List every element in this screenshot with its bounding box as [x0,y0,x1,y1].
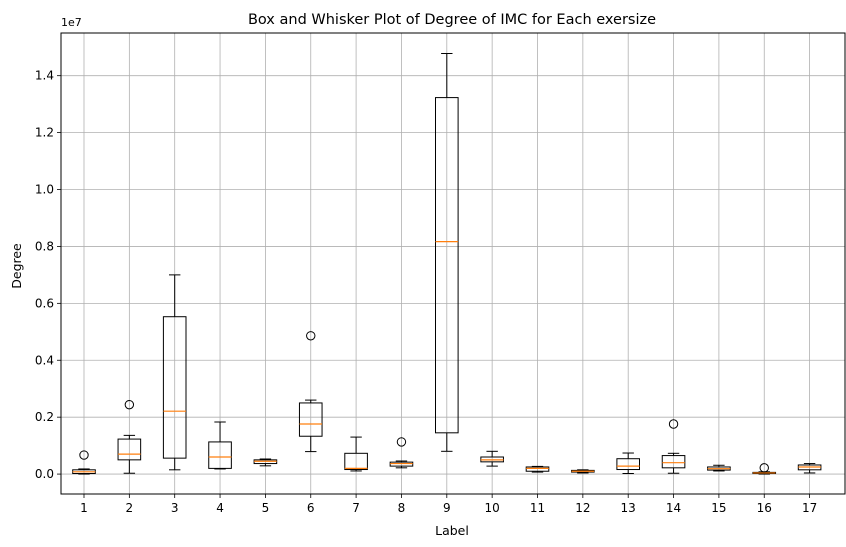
boxes-layer [72,52,822,475]
box-group [208,421,232,470]
x-tick-label: 2 [126,501,134,515]
x-tick-label: 13 [621,501,636,515]
x-tick-label: 16 [757,501,772,515]
x-tick-label: 15 [711,501,726,515]
box-group [117,399,142,474]
grid-layer [61,33,845,494]
x-tick-label: 12 [575,501,590,515]
box-group [435,52,459,452]
x-tick-label: 6 [307,501,315,515]
outlier-point [79,450,89,460]
x-tick-label: 11 [530,501,545,515]
ticks-layer: 0.00.20.40.60.81.01.21.41 2 3 4 5 6 7 8 9 10 11 12 1… [35,69,817,515]
y-tick-label: 1.2 [35,126,54,140]
box-iqr [117,438,142,461]
box-group [72,450,96,475]
box-group [661,419,686,474]
x-tick-label: 3 [171,501,179,515]
y-tick-label: 1.4 [35,69,54,83]
outlier-point [759,463,769,473]
box-group [571,469,595,474]
box-group [752,463,777,475]
outlier-point [668,419,679,429]
x-tick-label: 1 [80,501,88,515]
box-group [797,463,822,474]
box-group [525,465,550,473]
box-group [298,331,323,453]
y-tick-label: 1.0 [35,183,54,197]
outlier-point [124,399,135,410]
x-tick-label: 10 [485,501,500,515]
outlier-point [306,331,316,341]
box-iqr [162,316,187,459]
box-group [616,452,641,475]
box-group [389,437,414,469]
box-group [253,458,278,467]
box-group [480,450,504,467]
chart-title: Box and Whisker Plot of Degree of IMC fo… [248,12,656,28]
box-group [162,274,187,471]
box-iqr [344,452,368,471]
box-iqr [208,441,232,469]
box-iqr [435,97,459,434]
box-group [344,436,368,472]
y-tick-label: 0.8 [35,239,54,253]
y-axis-label: Degree [9,243,24,289]
x-tick-label: 17 [802,501,817,515]
y-tick-label: 0.4 [35,353,54,367]
x-axis-label: Label [435,523,469,538]
x-tick-label: 8 [398,501,406,515]
x-tick-label: 9 [443,501,451,515]
box-iqr [298,402,323,437]
y-tick-label: 0.2 [35,410,54,424]
y-tick-label: 0.6 [35,296,54,310]
x-tick-label: 4 [216,501,224,515]
box-iqr [661,455,686,469]
box-iqr [616,458,641,471]
x-tick-label: 7 [352,501,360,515]
box-group [707,464,731,472]
x-tick-label: 14 [666,501,681,515]
box-iqr [525,466,550,472]
plot-area-frame [60,32,846,495]
y-tick-label: 0.0 [35,467,54,481]
x-tick-label: 5 [262,501,270,515]
y-axis-multiplier: 1e7 [61,16,82,29]
outlier-point [396,437,407,447]
